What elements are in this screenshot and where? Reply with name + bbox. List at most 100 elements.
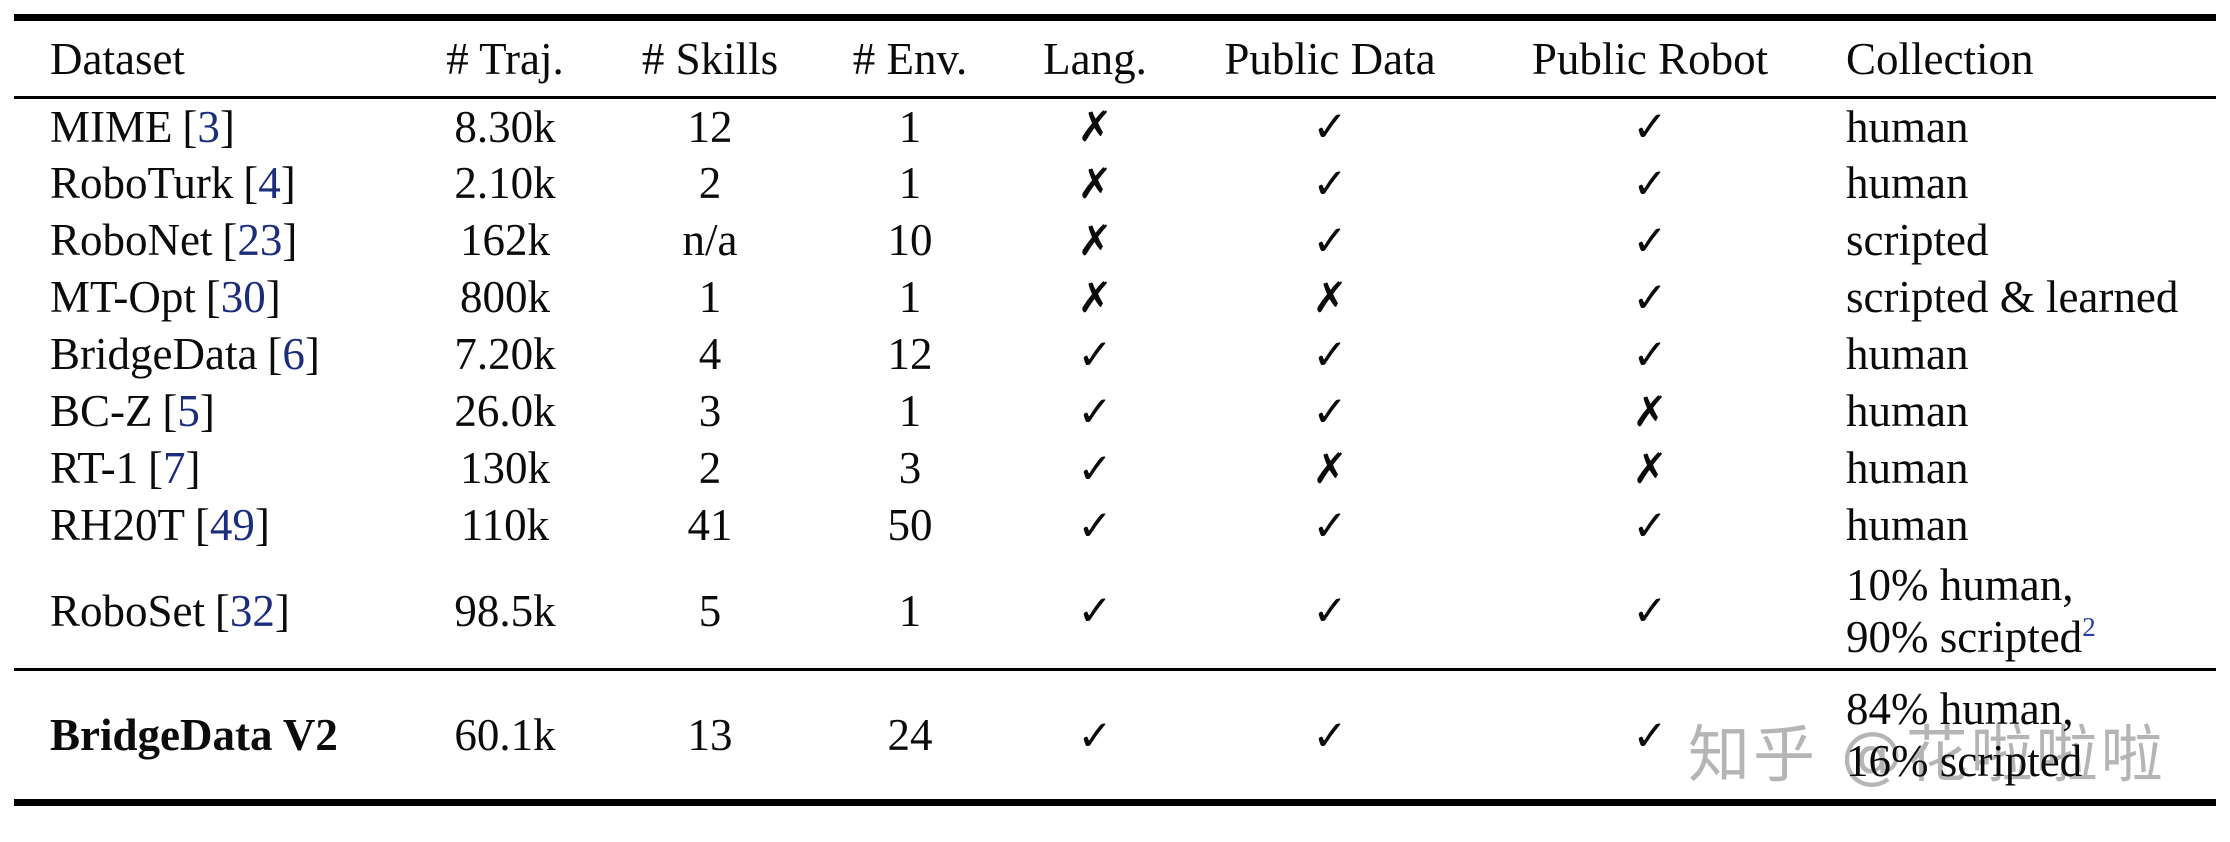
collection-line-2: 16% scripted xyxy=(1846,736,2083,786)
cell-collection: human xyxy=(1846,101,1969,152)
cell-lang-mark: ✓ xyxy=(1077,386,1113,436)
citation-bracket-close: ] xyxy=(219,101,235,152)
citation-bracket-open: [ xyxy=(182,101,198,152)
dataset-name: BridgeData xyxy=(50,329,258,379)
citation-link[interactable]: 32 xyxy=(229,585,275,636)
citation-bracket-open: [ xyxy=(222,215,238,265)
cell-skills: 3 xyxy=(698,386,722,436)
cell-public-robot-mark: ✓ xyxy=(1632,710,1668,760)
cell-traj: 130k xyxy=(460,443,550,493)
citation-bracket-close: ] xyxy=(199,386,215,436)
cell-skills: 2 xyxy=(698,443,722,493)
cell-public-robot-mark: ✓ xyxy=(1632,500,1668,550)
cell-public-data-mark: ✗ xyxy=(1312,443,1348,493)
citation-bracket-close: ] xyxy=(280,158,296,208)
cell-env: 1 xyxy=(898,101,922,152)
col-header-traj: # Traj. xyxy=(446,33,564,84)
citation-bracket-open: [ xyxy=(205,272,221,322)
cell-public-data-mark: ✓ xyxy=(1312,386,1348,436)
citation-link[interactable]: 23 xyxy=(237,215,283,265)
cell-dataset: RoboNet [23] xyxy=(14,212,420,269)
cell-dataset: RH20T [49] xyxy=(14,497,420,554)
citation-bracket-close: ] xyxy=(282,215,298,265)
cell-traj: 26.0k xyxy=(454,386,556,436)
cell-collection: scripted & learned xyxy=(1846,272,2179,322)
cell-dataset: MIME [3] xyxy=(14,98,420,155)
cell-collection: human xyxy=(1846,158,1969,208)
zhihu-watermark: 知乎 @花啦啦啦 xyxy=(1688,718,2166,791)
cell-dataset: BridgeData V2 xyxy=(14,670,420,803)
cell-public-data-mark: ✓ xyxy=(1312,102,1348,152)
citation-link[interactable]: 4 xyxy=(258,158,281,208)
cell-skills: 1 xyxy=(698,272,722,322)
dataset-name: BC-Z xyxy=(50,386,153,436)
citation-bracket-open: [ xyxy=(194,500,210,550)
cell-traj: 60.1k xyxy=(454,710,556,760)
cell-traj: 2.10k xyxy=(454,158,556,208)
citation-link[interactable]: 30 xyxy=(220,272,266,322)
dataset-comparison-table: Dataset # Traj. # Skills # Env. Lang. Pu… xyxy=(14,14,2216,806)
cell-skills: 5 xyxy=(698,585,722,636)
cell-public-robot-mark: ✓ xyxy=(1632,102,1668,152)
cell-public-data-mark: ✓ xyxy=(1312,500,1348,550)
citation-bracket-open: [ xyxy=(148,443,164,493)
dataset-name: BridgeData V2 xyxy=(50,710,338,760)
cell-public-robot-mark: ✗ xyxy=(1632,386,1668,436)
citation-link[interactable]: 5 xyxy=(177,386,200,436)
col-header-skills: # Skills xyxy=(641,33,779,84)
cell-collection: 10% human, 90% scripted2 xyxy=(1840,554,2216,670)
dataset-name: RoboNet xyxy=(50,215,213,265)
citation-bracket-open: [ xyxy=(267,329,283,379)
dataset-name: MT-Opt xyxy=(50,272,196,322)
table-row: BC-Z [5] 26.0k 3 1 ✓ ✓ ✗ human xyxy=(14,383,2216,440)
cell-public-data-mark: ✓ xyxy=(1312,586,1348,636)
collection-line-1: 84% human, xyxy=(1846,684,2074,734)
cell-env: 1 xyxy=(898,585,922,636)
cell-env: 1 xyxy=(898,386,922,436)
cell-collection: human xyxy=(1846,386,1969,436)
citation-bracket-close: ] xyxy=(274,585,290,636)
dataset-name: RH20T xyxy=(50,500,185,550)
cell-skills: 41 xyxy=(687,500,733,550)
dataset-name: MIME xyxy=(50,101,173,152)
cell-env: 24 xyxy=(887,710,933,760)
citation-bracket-close: ] xyxy=(185,443,201,493)
cell-collection: human xyxy=(1846,443,1969,493)
table-row: RH20T [49] 110k 41 50 ✓ ✓ ✓ human xyxy=(14,497,2216,554)
cell-env: 3 xyxy=(898,443,922,493)
citation-bracket-open: [ xyxy=(162,386,178,436)
cell-dataset: MT-Opt [30] xyxy=(14,269,420,326)
cell-env: 50 xyxy=(887,500,933,550)
cell-lang-mark: ✗ xyxy=(1077,215,1113,265)
col-header-public-data: Public Data xyxy=(1224,33,1436,84)
cell-env: 1 xyxy=(898,272,922,322)
cell-public-robot-mark: ✓ xyxy=(1632,329,1668,379)
citation-link[interactable]: 49 xyxy=(209,500,255,550)
citation-link[interactable]: 7 xyxy=(163,443,186,493)
collection-line-2: 90% scripted xyxy=(1846,611,2083,662)
table-row: MT-Opt [30] 800k 1 1 ✗ ✗ ✓ scripted & lea… xyxy=(14,269,2216,326)
cell-env: 10 xyxy=(887,215,933,265)
table-header: Dataset # Traj. # Skills # Env. Lang. Pu… xyxy=(14,18,2216,98)
dataset-name: RT-1 xyxy=(50,443,139,493)
cell-public-data-mark: ✓ xyxy=(1312,215,1348,265)
cell-collection: 84% human, 16% scripted xyxy=(1840,670,2216,803)
cell-public-data-mark: ✓ xyxy=(1312,710,1348,760)
dataset-name: RoboTurk xyxy=(50,158,234,208)
col-header-public-robot: Public Robot xyxy=(1531,33,1769,84)
cell-lang-mark: ✗ xyxy=(1077,158,1113,208)
footnote-marker[interactable]: 2 xyxy=(2082,611,2096,642)
col-header-collection: Collection xyxy=(1846,33,2034,84)
citation-bracket-open: [ xyxy=(243,158,259,208)
cell-skills: 13 xyxy=(687,710,733,760)
cell-lang-mark: ✓ xyxy=(1077,710,1113,760)
table-row: RoboSet [32] 98.5k 5 1 ✓ ✓ ✓ 10% human, 9… xyxy=(14,554,2216,670)
citation-link[interactable]: 3 xyxy=(197,101,220,152)
citation-link[interactable]: 6 xyxy=(282,329,305,379)
cell-collection: scripted xyxy=(1846,215,1989,265)
cell-skills: n/a xyxy=(682,215,738,265)
cell-traj: 800k xyxy=(460,272,550,322)
table-row: BridgeData [6] 7.20k 4 12 ✓ ✓ ✓ human xyxy=(14,326,2216,383)
cell-env: 12 xyxy=(887,329,933,379)
